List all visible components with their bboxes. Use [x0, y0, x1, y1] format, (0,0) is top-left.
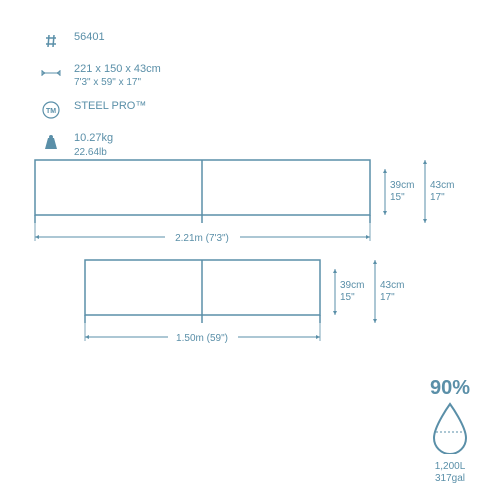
pool2-inner-in: 15" — [340, 292, 355, 303]
pool-diagram: 39cm 15" 43cm 17" 2.21m (7'3") 39cm 15" … — [30, 155, 470, 400]
pool1-inner-in: 15" — [390, 192, 405, 203]
pool1-width: 2.21m (7'3") — [175, 233, 229, 244]
spec-model: 56401 — [40, 30, 161, 52]
pool2-outer-cm: 43cm — [380, 280, 404, 291]
model-number: 56401 — [74, 31, 105, 43]
spec-list: 56401 221 x 150 x 43cm 7'3" x 59" x 17" … — [40, 30, 161, 169]
pool2-width: 1.50m (59") — [176, 333, 228, 344]
brand-name: STEEL PRO™ — [74, 100, 146, 112]
dims-metric: 221 x 150 x 43cm — [74, 62, 161, 76]
capacity-liters: 1,200L — [430, 461, 470, 473]
pool1-outer-cm: 43cm — [430, 180, 454, 191]
capacity-block: 90% 1,200L 317gal — [430, 377, 470, 485]
trademark-icon: TM — [40, 99, 62, 121]
pool2-outer-in: 17" — [380, 292, 395, 303]
pool-top: 39cm 15" 43cm 17" 2.21m (7'3") — [35, 160, 454, 244]
dimensions-icon — [40, 62, 62, 84]
pool-bottom: 39cm 15" 43cm 17" 1.50m (59") — [85, 260, 448, 344]
fill-percent: 90% — [430, 377, 470, 400]
pool2-inner-cm: 39cm — [340, 280, 364, 291]
dims-imperial: 7'3" x 59" x 17" — [74, 76, 161, 89]
svg-text:TM: TM — [46, 108, 56, 115]
pool1-inner-cm: 39cm — [390, 180, 414, 191]
weight-icon — [40, 131, 62, 153]
spec-brand: TM STEEL PRO™ — [40, 99, 161, 121]
hash-icon — [40, 30, 62, 52]
weight-kg: 10.27kg — [74, 131, 113, 145]
drop-icon — [430, 402, 470, 459]
spec-dimensions: 221 x 150 x 43cm 7'3" x 59" x 17" — [40, 62, 161, 89]
pool1-outer-in: 17" — [430, 192, 445, 203]
capacity-gallons: 317gal — [430, 473, 470, 485]
